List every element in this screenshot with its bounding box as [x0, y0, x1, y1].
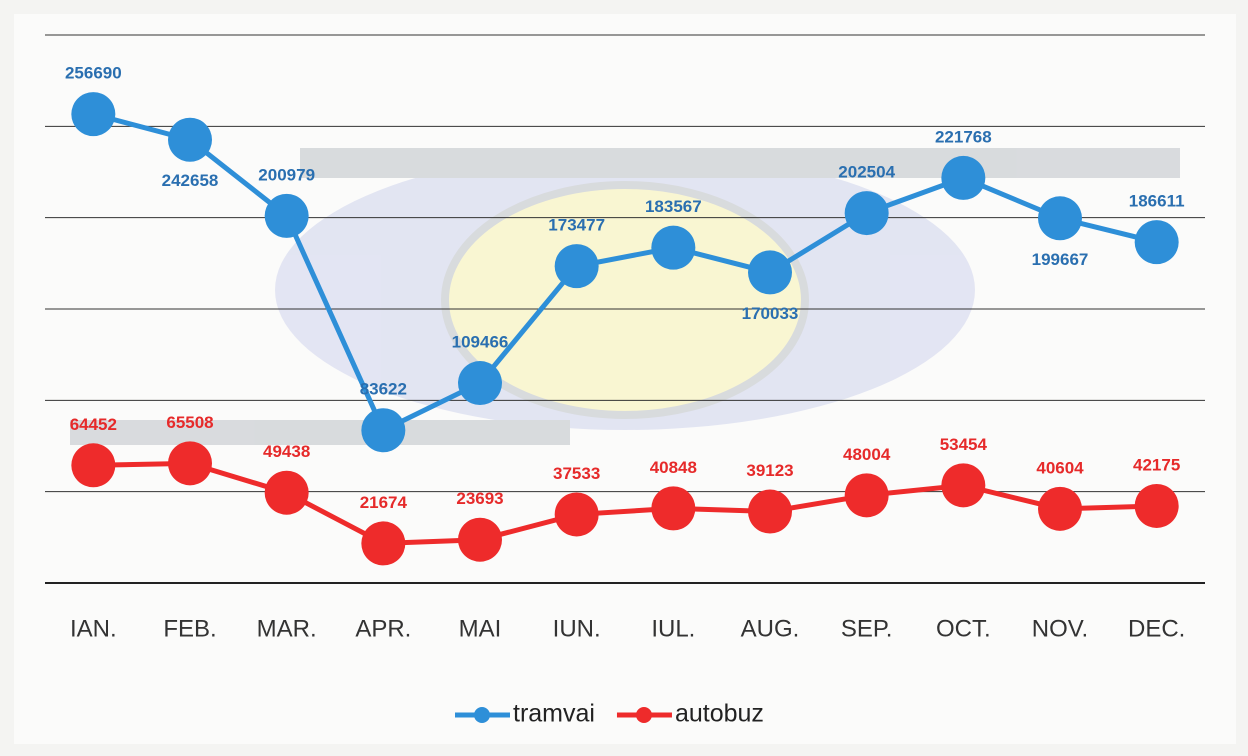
legend-label: tramvai [513, 700, 595, 728]
point [1134, 483, 1179, 528]
x-tick-label: IUN. [553, 615, 601, 642]
data-label: 37533 [553, 464, 600, 483]
legend-label: autobuz [675, 700, 764, 728]
point [554, 492, 599, 537]
x-tick-label: MAI [459, 615, 502, 642]
point [168, 441, 212, 486]
x-tick-label: IUL. [651, 615, 695, 642]
data-label: 199667 [1032, 250, 1089, 269]
point [651, 225, 696, 270]
data-label: 202504 [838, 163, 895, 182]
point [1038, 486, 1082, 531]
watermark-bar [70, 420, 570, 445]
legend-marker [635, 707, 652, 723]
x-tick-label: IAN. [70, 615, 117, 642]
point [264, 193, 309, 238]
data-label: 173477 [548, 216, 605, 235]
x-tick-label: OCT. [936, 615, 991, 642]
x-tick-label: DEC. [1128, 615, 1185, 642]
point [361, 521, 406, 566]
point [361, 408, 406, 453]
data-label: 200979 [258, 165, 315, 184]
data-label: 40604 [1036, 458, 1084, 477]
data-label: 256690 [65, 64, 122, 83]
data-label: 53454 [940, 435, 988, 454]
point [941, 155, 986, 200]
legend-marker [474, 707, 490, 723]
data-label: 64452 [70, 415, 117, 434]
point [264, 470, 309, 515]
data-label: 170033 [742, 304, 799, 323]
point [651, 486, 696, 531]
watermark [70, 148, 1180, 445]
x-tick-label: AUG. [741, 615, 800, 642]
x-tick-label: SEP. [841, 615, 893, 642]
data-label: 49438 [263, 442, 310, 461]
point [748, 489, 792, 534]
data-label: 42175 [1133, 455, 1180, 474]
point [748, 250, 792, 295]
point [941, 463, 986, 508]
x-tick-label: FEB. [163, 615, 216, 642]
point [1038, 196, 1082, 241]
data-label: 40848 [650, 458, 697, 477]
point [554, 244, 599, 289]
data-label: 23693 [456, 489, 503, 508]
x-tick-label: APR. [355, 615, 411, 642]
point [844, 473, 889, 518]
data-label: 83622 [360, 380, 407, 399]
point [1134, 220, 1179, 265]
x-tick-label: NOV. [1032, 615, 1088, 642]
data-label: 183567 [645, 197, 702, 216]
data-label: 21674 [360, 493, 408, 512]
watermark-bar [300, 148, 1180, 178]
x-tick-label: MAR. [257, 615, 317, 642]
point [844, 191, 889, 236]
data-label: 186611 [1129, 192, 1185, 211]
point [458, 361, 502, 406]
data-label: 109466 [452, 333, 509, 352]
point [71, 443, 116, 488]
data-label: 65508 [166, 413, 213, 432]
data-label: 48004 [843, 445, 891, 464]
point [168, 117, 212, 162]
watermark-circle [441, 181, 809, 419]
data-label: 39123 [746, 461, 793, 480]
point [71, 92, 116, 137]
point [458, 517, 502, 562]
watermark-ellipse [275, 150, 975, 430]
data-label: 221768 [935, 127, 992, 146]
data-label: 242658 [162, 171, 219, 190]
plot-frame [14, 14, 1236, 744]
